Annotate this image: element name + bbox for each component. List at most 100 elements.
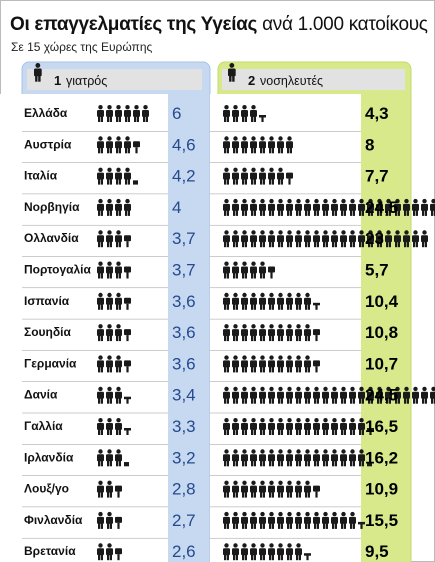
partial-torso — [124, 329, 131, 336]
nurse-person-icon — [232, 511, 239, 529]
nurse-person-icon — [286, 292, 293, 310]
doctor-person-icon — [97, 449, 104, 467]
person-torso — [106, 548, 113, 556]
person-head — [278, 230, 283, 235]
person-leg-right — [100, 147, 103, 154]
nurse-person-icon — [286, 511, 293, 529]
person-leg-left — [305, 429, 308, 435]
person-leg-right — [118, 460, 121, 467]
person-leg-left — [224, 522, 227, 529]
nurse-person-icon — [259, 355, 266, 373]
nurse-person-icon — [232, 418, 239, 435]
person-head — [269, 511, 274, 517]
person-head — [242, 105, 247, 110]
person-leg-left — [125, 209, 128, 216]
person-head — [242, 449, 247, 454]
person-torso — [304, 516, 311, 524]
person-leg-left — [305, 397, 308, 404]
nurse-person-icon — [349, 449, 356, 467]
doctor-value-label: 4,6 — [172, 135, 196, 154]
person-head — [98, 355, 103, 360]
person-leg-right — [388, 241, 391, 248]
person-leg-left — [242, 178, 245, 185]
person-leg-right — [415, 397, 418, 404]
person-leg-right — [271, 491, 274, 498]
person-leg-left — [116, 366, 119, 373]
nurse-person-icon — [259, 418, 266, 435]
person-leg-right — [316, 522, 319, 529]
person-leg-right — [244, 491, 247, 498]
person-leg-right — [262, 554, 265, 561]
country-label: Δανία — [24, 388, 58, 402]
person-head — [350, 449, 355, 454]
person-leg-right — [109, 366, 112, 373]
doctor-person-icon — [106, 418, 113, 435]
person-leg-right — [280, 147, 283, 154]
person-leg-right — [316, 429, 319, 435]
person-torso — [228, 68, 236, 77]
person-torso — [268, 329, 275, 337]
person-head — [116, 261, 121, 266]
person-leg-right — [280, 303, 283, 310]
person-head — [404, 198, 409, 204]
nurse-value-label: 4,3 — [365, 104, 389, 123]
person-leg-right — [361, 460, 364, 467]
person-torso — [385, 235, 392, 243]
nurse-value-label: 10,8 — [365, 323, 398, 342]
person-torso — [340, 516, 347, 524]
doctor-person-icon — [97, 324, 104, 342]
person-head — [269, 543, 274, 548]
person-torso — [286, 329, 293, 337]
person-torso — [97, 297, 104, 305]
person-torso — [403, 391, 410, 399]
person-torso — [232, 360, 239, 368]
country-label: Φινλανδία — [24, 513, 83, 527]
partial-block — [367, 462, 372, 467]
person-head — [224, 418, 229, 423]
person-leg-right — [379, 209, 382, 216]
person-head — [107, 480, 112, 485]
person-head — [278, 543, 283, 548]
nurse-legend-number: 2 — [248, 73, 255, 88]
person-leg-right — [406, 397, 409, 404]
nurse-person-icon — [403, 230, 410, 248]
doctor-partial-person-icon — [115, 548, 122, 561]
person-leg-right — [253, 491, 256, 498]
person-torso — [250, 454, 257, 462]
person-head — [98, 230, 103, 235]
person-torso — [97, 485, 104, 493]
person-leg-right — [262, 335, 265, 342]
person-leg-right — [109, 554, 112, 561]
person-leg-left — [260, 397, 263, 404]
person-head — [251, 292, 256, 298]
nurse-person-icon — [340, 386, 347, 404]
country-label: Γερμανία — [24, 356, 77, 370]
nurse-person-icon — [403, 198, 410, 216]
person-leg-right — [262, 491, 265, 498]
nurse-person-icon — [259, 324, 266, 342]
nurse-person-icon — [304, 386, 311, 404]
person-leg-left — [287, 429, 290, 435]
nurse-person-icon — [268, 418, 275, 435]
doctor-person-icon — [115, 324, 122, 342]
nurse-partial-person-icon — [313, 302, 320, 310]
person-torso — [115, 266, 122, 274]
person-leg-right — [235, 178, 238, 185]
person-leg-right — [289, 209, 292, 216]
doctor-person-icon — [97, 198, 104, 216]
doctor-person-icon — [124, 167, 131, 185]
person-torso — [115, 172, 122, 180]
nurse-value-label: 15,5 — [365, 511, 398, 530]
doctor-person-icon — [106, 167, 113, 185]
person-leg-left — [107, 397, 110, 404]
person-leg-right — [244, 554, 247, 561]
person-leg-left — [323, 522, 326, 529]
person-head — [413, 198, 418, 204]
person-leg-right — [232, 75, 235, 82]
person-torso — [313, 454, 320, 462]
person-leg-left — [332, 397, 335, 404]
nurse-person-icon — [340, 198, 347, 216]
person-torso — [349, 203, 356, 211]
doctor-person-icon — [106, 105, 113, 122]
person-head — [116, 449, 121, 454]
